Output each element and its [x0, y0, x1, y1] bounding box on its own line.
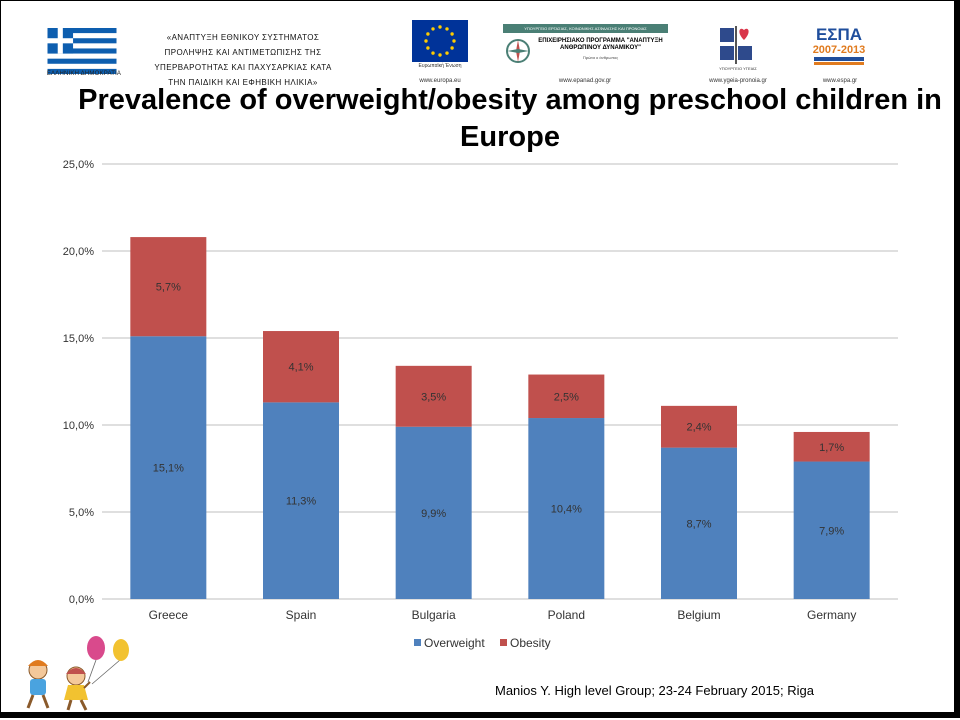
data-label: 9,9% [421, 508, 446, 520]
bar-overweight [130, 336, 207, 599]
eu-star [431, 51, 435, 55]
eu-star [438, 53, 442, 57]
data-label: 4,1% [288, 362, 313, 374]
legend-item-overweight: Overweight [414, 636, 485, 650]
op-url: www.epanad.gov.gr [558, 78, 612, 84]
x-tick-label: Poland [548, 608, 585, 622]
stacked-bar-chart: 0,0% 5,0% 10,0% 15,0% 20,0% 25,0% 15,1% 5,7% Gre… [0, 150, 960, 650]
ministry-bar: ΥΠΟΥΡΓΕΙΟ ΕΡΓΑΣΙΑΣ, ΚΟΙΝΩΝΙΚΗΣ ΑΣΦΑΛΙΣΗΣ… [503, 24, 668, 33]
slide-shadow-bottom [0, 712, 960, 718]
data-label: 3,5% [421, 391, 446, 403]
espa-years: 2007-2013 [813, 44, 866, 56]
eu-star [424, 39, 428, 43]
health-url: www.ygeia-pronoia.gr [709, 78, 767, 84]
data-label: 11,3% [286, 496, 317, 508]
eu-star [445, 27, 449, 31]
program-line: ΤΗΝ ΠΑΙΔΙΚΗ ΚΑΙ ΕΦΗΒΙΚΗ ΗΛΙΚΙΑ» [168, 78, 318, 87]
program-line: ΥΠΕΡΒΑΡΟΤΗΤΑΣ ΚΑΙ ΠΑΧΥΣΑΡΚΙΑΣ ΚΑΤΑ [154, 63, 332, 72]
y-tick-label: 25,0% [63, 159, 94, 171]
legend-label: Overweight [424, 636, 485, 650]
legend-label: Obesity [510, 636, 551, 650]
data-label: 5,7% [156, 282, 181, 294]
bar-obesity [528, 374, 605, 419]
bar-overweight [395, 426, 472, 599]
bar-obesity [130, 237, 207, 337]
legend-item-obesity: Obesity [500, 636, 551, 650]
operational-program-logo: ΥΠΟΥΡΓΕΙΟ ΕΡΓΑΣΙΑΣ, ΚΟΙΝΩΝΙΚΗΣ ΑΣΦΑΛΙΣΗΣ… [503, 24, 668, 66]
op-title: ΕΠΙΧΕΙΡΗΣΙΑΚΟ ΠΡΟΓΡΑΜΜΑ "ΑΝΑΠΤΥΞΗ ΑΝΘΡΩΠ… [538, 38, 663, 51]
program-line: «ΑΝΑΠΤΥΞΗ ΕΘΝΙΚΟΥ ΣΥΣΤΗΜΑΤΟΣ [166, 33, 320, 42]
eu-star [426, 32, 430, 36]
espa-title: ΕΣΠΑ [816, 25, 862, 44]
eu-star [426, 46, 430, 50]
source-citation: Manios Y. High level Group; 23-24 Februa… [495, 683, 814, 698]
data-label: 2,5% [554, 391, 579, 403]
bar-overweight [661, 447, 737, 599]
x-tick-label: Bulgaria [412, 608, 456, 622]
eu-star [450, 32, 454, 36]
x-tick-label: Germany [807, 608, 856, 622]
chart-svg: 0,0% 5,0% 10,0% 15,0% 20,0% 25,0% 15,1% 5,7% Gre… [63, 159, 898, 622]
legend-swatch-overweight [414, 639, 421, 646]
health-caption: ΥΠΟΥΡΓΕΙΟ ΥΓΕΙΑΣ [719, 66, 757, 71]
eu-url: www.europa.eu [419, 78, 461, 84]
slide-shadow-right [954, 0, 960, 718]
x-tick-label: Spain [286, 608, 317, 622]
bar-obesity [263, 331, 339, 403]
eu-caption: Ευρωπαϊκή Ένωση [418, 63, 462, 69]
y-tick-label: 15,0% [63, 333, 94, 345]
program-title: «ΑΝΑΠΤΥΞΗ ΕΘΝΙΚΟΥ ΣΥΣΤΗΜΑΤΟΣ ΠΡΟΛΗΨΗΣ ΚΑ… [143, 30, 343, 90]
y-tick-label: 5,0% [69, 507, 94, 519]
chart-title: Prevalence of overweight/obesity among p… [78, 84, 942, 153]
bar-overweight [528, 418, 605, 599]
compass-emblem-icon [506, 39, 530, 63]
y-tick-label: 20,0% [63, 246, 94, 258]
espa-url: www.espa.gr [822, 78, 858, 84]
flag-caption: ΕΛΛΗΝΙΚΗ ΔΗΜΟΚΡΑΤΙΑ [46, 71, 122, 77]
eu-star [431, 27, 435, 31]
data-label: 10,4% [551, 504, 582, 516]
data-label: 7,9% [819, 525, 844, 537]
x-tick-label: Belgium [677, 608, 720, 622]
bar-obesity [661, 405, 737, 448]
eu-star [452, 39, 456, 43]
legend-swatch-obesity [500, 639, 507, 646]
y-tick-label: 10,0% [63, 420, 94, 432]
program-line: ΠΡΟΛΗΨΗΣ ΚΑΙ ΑΝΤΙΜΕΤΩΠΙΣΗΣ ΤΗΣ [164, 48, 322, 57]
op-subtitle: Πρώτα ο άνθρωπος [582, 55, 619, 60]
data-label: 2,4% [686, 422, 711, 434]
espa-logo-icon: ΕΣΠΑ 2007-2013 [813, 25, 866, 65]
greek-flag-icon [47, 28, 117, 74]
x-tick-label: Greece [149, 608, 189, 622]
eu-star [438, 25, 442, 29]
data-label: 1,7% [819, 442, 844, 454]
data-label: 15,1% [153, 463, 184, 475]
eu-star [445, 51, 449, 55]
children-illustration-icon [26, 636, 129, 711]
eu-star [450, 46, 454, 50]
bar-obesity [395, 365, 472, 427]
bar-overweight [793, 461, 870, 599]
y-tick-label: 0,0% [69, 594, 94, 606]
data-label: 8,7% [686, 518, 711, 530]
bar-obesity [793, 431, 870, 462]
eu-flag-icon [412, 20, 468, 62]
health-ministry-icon [720, 26, 752, 64]
bar-overweight [263, 402, 339, 599]
